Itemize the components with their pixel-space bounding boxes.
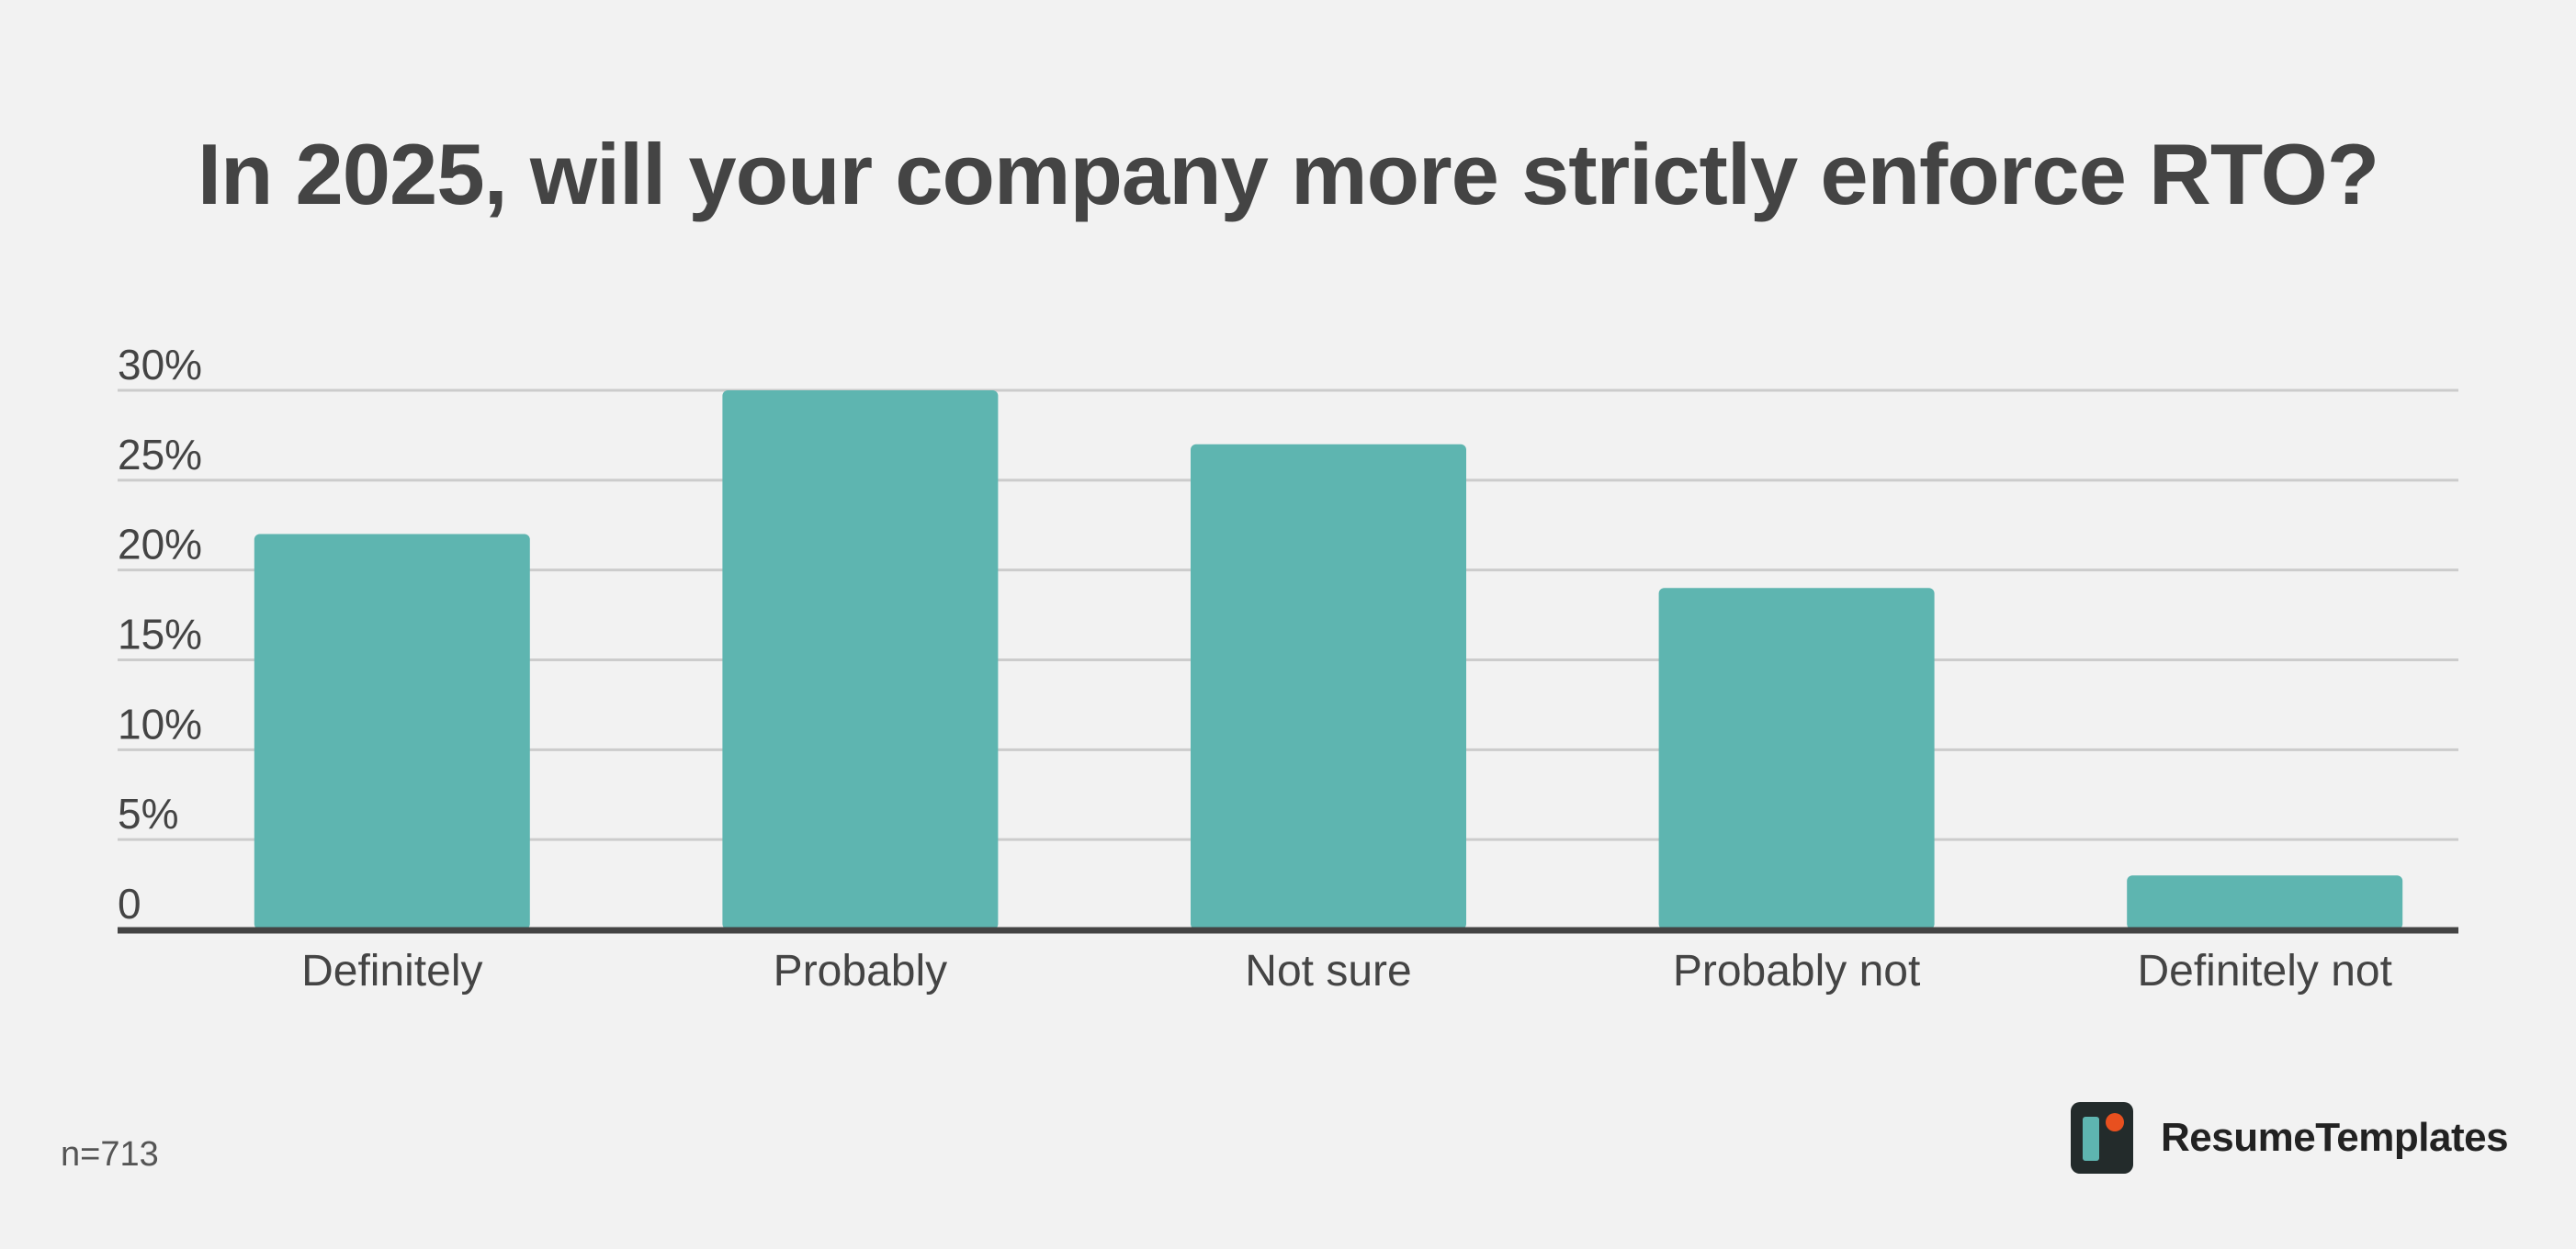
bars bbox=[254, 390, 2403, 929]
x-tick-label: Definitely not bbox=[2137, 947, 2391, 996]
resumetemplates-logo-icon bbox=[2071, 1102, 2133, 1174]
x-tick-label: Probably not bbox=[1673, 947, 1921, 996]
y-tick-label: 5% bbox=[118, 790, 178, 838]
bar bbox=[1191, 444, 1466, 929]
bar bbox=[254, 534, 530, 929]
y-tick-label: 10% bbox=[118, 700, 202, 748]
bar bbox=[1658, 588, 1935, 929]
labels: 0 5% 10% 15% 20% 25% 30% Definitely Probably Not … bbox=[118, 341, 2392, 996]
x-tick-label: Not sure bbox=[1245, 947, 1411, 996]
y-tick-label: 20% bbox=[118, 521, 202, 568]
x-tick-label: Probably bbox=[774, 947, 947, 996]
y-tick-label: 25% bbox=[118, 431, 202, 478]
brand-name: ResumeTemplates bbox=[2161, 1115, 2509, 1160]
bar bbox=[722, 390, 999, 929]
bar bbox=[2127, 875, 2403, 929]
chart-title: In 2025, will your company more strictly… bbox=[197, 126, 2379, 222]
sample-size-note: n=713 bbox=[61, 1135, 159, 1174]
y-tick-label: 30% bbox=[118, 341, 202, 388]
x-tick-label: Definitely bbox=[301, 947, 482, 996]
brand: ResumeTemplates bbox=[2071, 1102, 2509, 1174]
y-tick-label: 0 bbox=[118, 880, 141, 928]
y-tick-label: 15% bbox=[118, 611, 202, 658]
